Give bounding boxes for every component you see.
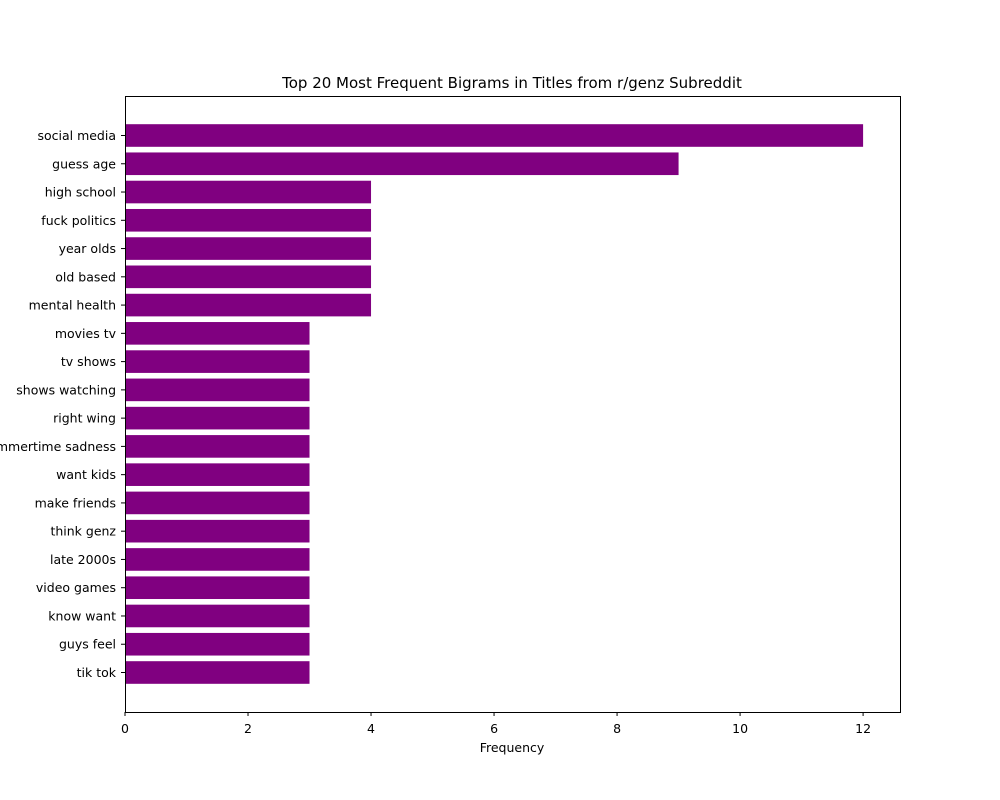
bar-fuck-politics: [125, 208, 372, 232]
x-tick-labels: 0 2 4 6 8 10 12: [121, 712, 871, 736]
x-tick-label: 0: [121, 721, 129, 736]
bar-think-genz: [125, 519, 310, 543]
y-tick-label: tv shows: [61, 354, 116, 369]
y-tick-label: tik tok: [77, 665, 117, 680]
y-tick-label: summertime sadness: [0, 439, 116, 454]
x-tick-label: 6: [490, 721, 498, 736]
bar-tv-shows: [125, 350, 310, 373]
bar-make-friends: [125, 491, 310, 515]
y-tick-label: want kids: [56, 467, 116, 482]
y-tick-labels: social media guess age high school fuck pol…: [0, 128, 125, 680]
bar-guys-feel: [125, 632, 310, 656]
x-axis-label: Frequency: [480, 740, 545, 755]
y-tick-label: right wing: [53, 411, 116, 426]
y-tick-label: movies tv: [55, 326, 117, 341]
bars-group: [125, 124, 864, 684]
y-tick-label: social media: [37, 128, 116, 143]
x-tick-label: 4: [367, 721, 375, 736]
bar-tik-tok: [125, 661, 310, 684]
y-tick-label: guess age: [52, 156, 116, 171]
y-tick-label: late 2000s: [50, 552, 116, 567]
bar-summertime-sadness: [125, 435, 310, 458]
bar-mental-health: [125, 293, 372, 317]
bar-know-want: [125, 604, 310, 628]
y-tick-label: fuck politics: [41, 213, 116, 228]
y-tick-label: high school: [45, 185, 116, 200]
x-tick-label: 2: [244, 721, 252, 736]
y-tick-label: guys feel: [59, 637, 116, 652]
bar-year-olds: [125, 237, 372, 260]
y-tick-label: make friends: [35, 495, 116, 510]
y-tick-label: year olds: [59, 241, 116, 256]
bar-guess-age: [125, 152, 679, 176]
y-tick-label: old based: [55, 269, 116, 284]
x-tick-label: 8: [613, 721, 621, 736]
bar-old-based: [125, 265, 372, 289]
y-tick-label: video games: [36, 580, 116, 595]
y-tick-label: shows watching: [16, 382, 116, 397]
x-tick-label: 12: [855, 721, 871, 736]
y-tick-label: mental health: [29, 298, 116, 313]
bar-late-2000s: [125, 548, 310, 571]
bar-video-games: [125, 576, 310, 600]
chart-title: Top 20 Most Frequent Bigrams in Titles f…: [281, 74, 742, 92]
plot-frame: [125, 96, 901, 713]
bar-right-wing: [125, 406, 310, 430]
bar-social-media: [125, 124, 864, 147]
bar-high-school: [125, 180, 372, 204]
y-tick-label: think genz: [50, 524, 116, 539]
y-tick-label: know want: [48, 608, 116, 623]
x-tick-label: 10: [732, 721, 748, 736]
bar-want-kids: [125, 463, 310, 486]
bar-movies-tv: [125, 322, 310, 345]
bar-shows-watching: [125, 378, 310, 402]
